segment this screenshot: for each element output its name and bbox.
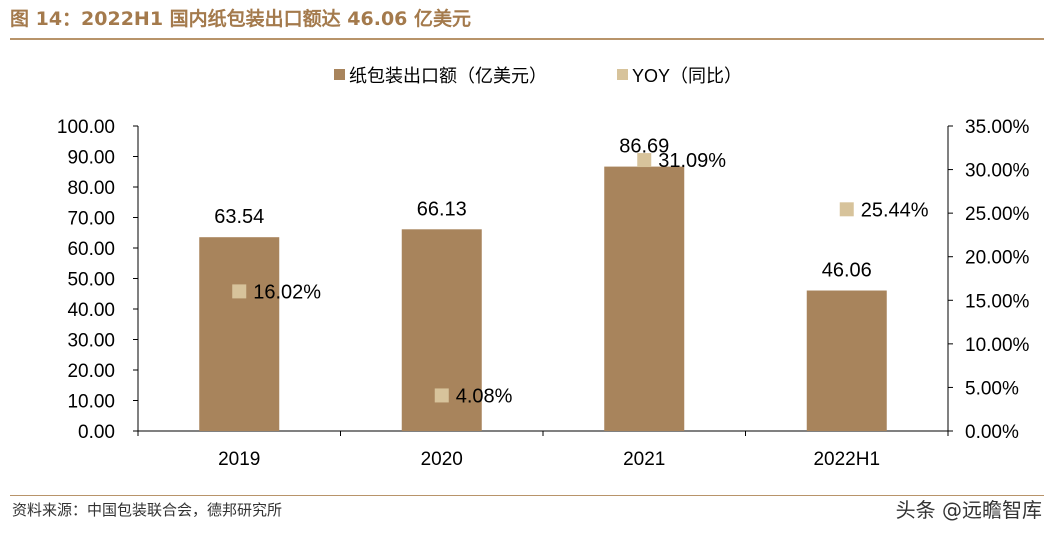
yoy-value-label: 16.02% [253, 281, 321, 303]
right-tick-label: 0.00% [965, 422, 1019, 443]
legend-yoy-swatch [617, 69, 628, 80]
right-tick-label: 25.00% [965, 204, 1030, 225]
watermark: 头条 @远瞻智库 [895, 498, 1042, 522]
left-tick-label: 30.00 [67, 331, 115, 352]
right-tick-label: 20.00% [965, 248, 1030, 269]
left-tick-label: 60.00 [67, 239, 115, 260]
x-tick-label: 2021 [623, 449, 665, 470]
bar [806, 290, 887, 431]
yoy-value-label: 31.09% [658, 150, 726, 172]
legend-bar-swatch [334, 69, 345, 80]
yoy-marker [637, 153, 652, 168]
bar-value-label: 46.06 [822, 260, 872, 282]
bar-value-label: 86.69 [619, 136, 669, 158]
left-tick-label: 100.00 [57, 117, 115, 138]
figure-title: 图 14：2022H1 国内纸包装出口额达 46.06 亿美元 [10, 8, 472, 30]
yoy-marker [434, 388, 449, 403]
bar-value-label: 66.13 [417, 198, 467, 220]
bar [604, 166, 685, 431]
title-rule [10, 38, 1044, 40]
x-tick-label: 2020 [421, 449, 463, 470]
yoy-value-label: 4.08% [456, 385, 513, 407]
right-tick-label: 35.00% [965, 117, 1030, 138]
yoy-value-label: 25.44% [861, 199, 929, 221]
x-tick-label: 2019 [218, 449, 260, 470]
left-tick-label: 10.00 [67, 392, 115, 413]
legend-bar-label: 纸包装出口额（亿美元） [349, 66, 547, 86]
legend-yoy-label: YOY（同比） [632, 66, 742, 86]
yoy-marker [839, 202, 854, 217]
left-tick-label: 70.00 [67, 209, 115, 230]
left-tick-label: 80.00 [67, 178, 115, 199]
x-tick-label: 2022H1 [813, 449, 880, 470]
left-tick-label: 40.00 [67, 300, 115, 321]
left-tick-label: 20.00 [67, 361, 115, 382]
left-tick-label: 0.00 [78, 422, 115, 443]
left-tick-label: 50.00 [67, 270, 115, 291]
source-note: 资料来源：中国包装联合会，德邦研究所 [12, 501, 283, 519]
right-tick-label: 30.00% [965, 161, 1030, 182]
bar-value-label: 63.54 [214, 206, 264, 228]
right-tick-label: 10.00% [965, 335, 1030, 356]
right-tick-label: 5.00% [965, 378, 1019, 399]
right-tick-label: 15.00% [965, 291, 1030, 312]
bar [199, 237, 280, 431]
left-tick-label: 90.00 [67, 148, 115, 169]
yoy-marker [232, 284, 247, 299]
footer-rule [10, 495, 1044, 496]
